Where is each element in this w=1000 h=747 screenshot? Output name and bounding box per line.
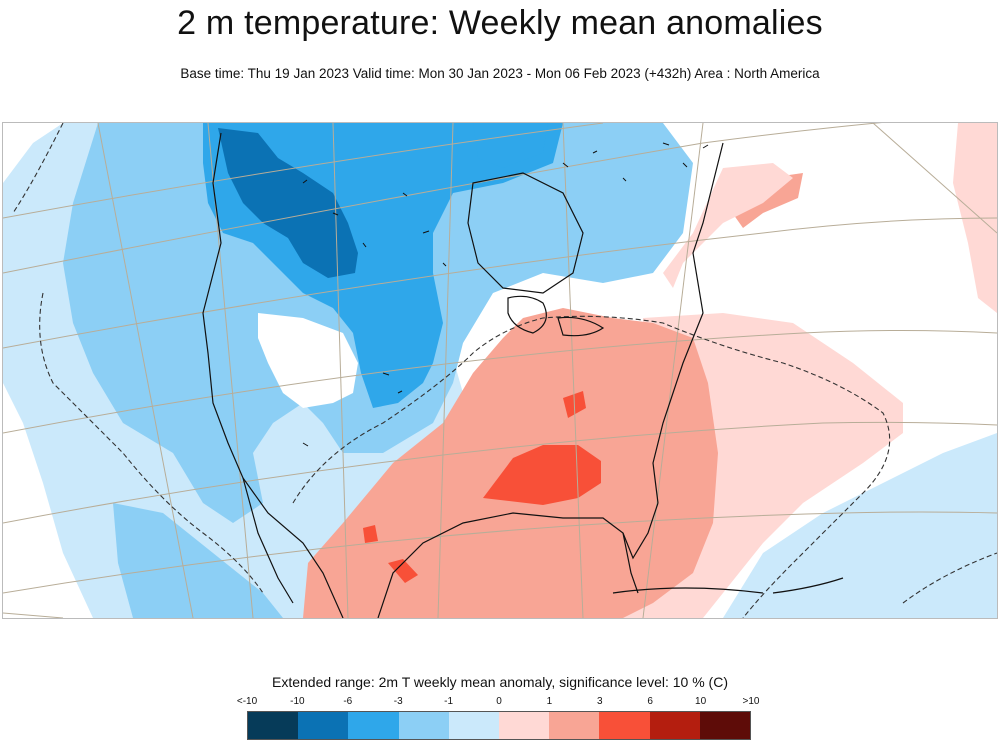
legend-tick-label: 3	[597, 696, 603, 707]
legend-labels: <-10 -10 -6 -3 -1 0 1 3 6 10 >10	[237, 696, 760, 710]
legend-swatch	[549, 712, 600, 739]
island-marks	[302, 142, 709, 447]
significance-contour	[12, 123, 997, 618]
anomaly-region-lightpink-northeast	[663, 163, 793, 288]
anomaly-region-neutral-plains	[258, 313, 358, 408]
legend-swatch	[699, 712, 751, 739]
legend-swatch	[348, 712, 399, 739]
legend-tick-label: 1	[546, 696, 553, 707]
anomaly-region-blue-baja	[113, 503, 283, 618]
legend-tick-label: 10	[695, 696, 707, 707]
legend-swatch	[649, 712, 700, 739]
legend-tick-label: -10	[290, 696, 305, 707]
legend-title: Extended range: 2m T weekly mean anomaly…	[271, 674, 728, 690]
legend-swatch	[298, 712, 349, 739]
coastlines	[202, 132, 844, 618]
anomaly-region-red-core	[483, 445, 601, 505]
legend-tick-label: 6	[647, 696, 653, 707]
anomaly-region-blue-hudson	[473, 123, 548, 168]
legend-tick-label: -1	[444, 696, 454, 707]
legend-swatch	[499, 712, 550, 739]
legend-tick-label: <-10	[236, 696, 258, 707]
chart-title: 2 m temperature: Weekly mean anomalies	[177, 4, 823, 42]
legend-tick-label: >10	[742, 696, 760, 707]
anomaly-map	[2, 122, 998, 619]
legend-swatch	[448, 712, 500, 739]
legend-swatch	[599, 712, 650, 739]
chart-subtitle: Base time: Thu 19 Jan 2023 Valid time: M…	[180, 66, 820, 81]
legend-swatch	[248, 712, 299, 739]
anomaly-region-red-spot-3	[363, 525, 378, 543]
anomaly-region-darkblue-core	[218, 128, 358, 278]
map-svg	[3, 123, 997, 618]
anomaly-region-light-blue-southeast	[723, 433, 997, 618]
graticule	[3, 123, 997, 618]
legend-tick-label: -3	[393, 696, 403, 707]
legend-tick-label: -6	[343, 696, 353, 707]
legend-colorbar	[247, 711, 751, 740]
legend-tick-label: 0	[496, 696, 502, 707]
anomaly-region-red-spot-2	[388, 559, 418, 583]
legend-swatch	[398, 712, 449, 739]
